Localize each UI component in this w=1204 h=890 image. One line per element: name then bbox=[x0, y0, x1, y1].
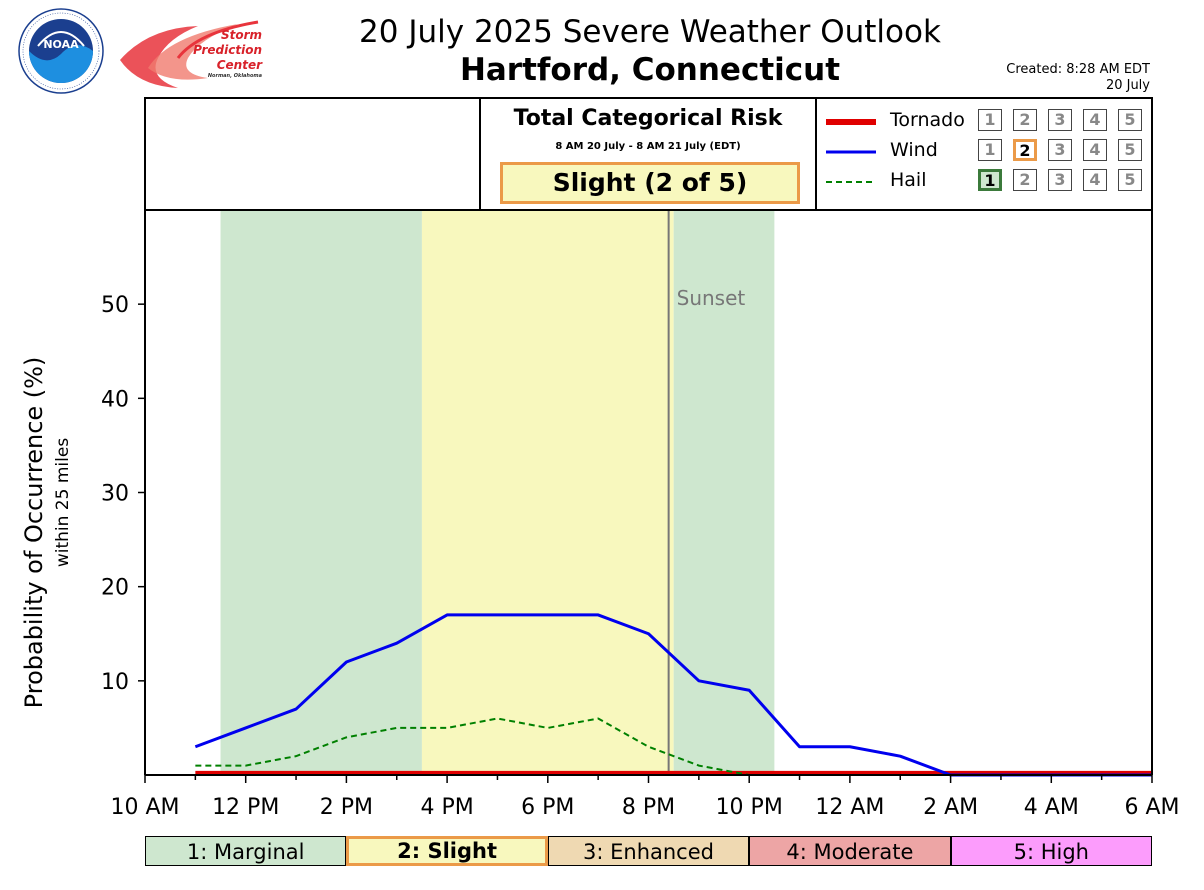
legend-swatch-tornado bbox=[826, 119, 876, 125]
legend-hail-level-3: 3 bbox=[1048, 169, 1072, 191]
risk-panel-window: 8 AM 20 July - 8 AM 21 July (EDT) bbox=[555, 141, 741, 152]
spc-logo-location: Norman, Oklahoma bbox=[207, 73, 262, 79]
legend-wind-level-4: 4 bbox=[1083, 139, 1107, 161]
legend-tornado-level-3: 3 bbox=[1048, 109, 1072, 131]
axes-layer: 10 20 30 40 50 10 AM 12 PM 2 PM 4 PM 6 PM 8 PM 10 P… bbox=[20, 97, 1180, 820]
legend-tornado-level-1: 1 bbox=[978, 109, 1002, 131]
spc-logo-prediction: Prediction bbox=[193, 43, 262, 57]
legend-tornado-level-5: 5 bbox=[1118, 109, 1142, 131]
y-axis-sublabel: within 25 miles bbox=[53, 438, 73, 567]
legend-swatch-wind bbox=[826, 150, 876, 154]
shaded-period-slight-1 bbox=[421, 210, 674, 775]
risk-panel-title: Total Categorical Risk bbox=[513, 106, 783, 131]
y-tick-label-30: 30 bbox=[101, 482, 129, 507]
category-slight: 2: Slight bbox=[346, 836, 548, 866]
legend-wind-level-1: 1 bbox=[978, 139, 1002, 161]
noaa-logo-text: NOAA bbox=[43, 38, 79, 51]
series-hail-line bbox=[195, 717, 1152, 776]
spc-logo: Storm Prediction Center Norman, Oklahoma bbox=[118, 18, 268, 90]
x-tick-label-10: 6 AM bbox=[1124, 795, 1179, 820]
category-enhanced: 3: Enhanced bbox=[547, 836, 750, 866]
x-tick-label-3: 4 PM bbox=[420, 795, 473, 820]
shaded-period-marginal-0 bbox=[220, 210, 422, 775]
category-high: 5: High bbox=[950, 836, 1152, 866]
legend-label-tornado: Tornado bbox=[890, 109, 965, 131]
x-tick-label-8: 2 AM bbox=[923, 795, 978, 820]
legend-hail-level-4: 4 bbox=[1083, 169, 1107, 191]
x-tick-label-9: 4 AM bbox=[1024, 795, 1079, 820]
category-marginal: 1: Marginal bbox=[145, 836, 347, 866]
header-panel-frame bbox=[144, 97, 1153, 211]
y-tick-label-20: 20 bbox=[101, 576, 129, 601]
noaa-logo: NOAA bbox=[18, 8, 104, 94]
created-time: Created: 8:28 AM EDT bbox=[1006, 62, 1150, 77]
x-tick-label-6: 10 PM bbox=[716, 795, 783, 820]
legend-wind-level-3: 3 bbox=[1048, 139, 1072, 161]
legend-hail-level-2: 2 bbox=[1013, 169, 1037, 191]
x-tick-label-2: 2 PM bbox=[320, 795, 373, 820]
legend-label-wind: Wind bbox=[890, 139, 938, 161]
legend-hail-level-1: 1 bbox=[978, 169, 1002, 191]
risk-shading-layer: Sunset bbox=[220, 210, 775, 775]
location-title: Hartford, Connecticut bbox=[459, 52, 841, 88]
created-timestamp: Created: 8:28 AM EDT 20 July bbox=[1006, 62, 1150, 94]
risk-value-badge: Slight (2 of 5) bbox=[500, 162, 800, 204]
y-tick-label-10: 10 bbox=[101, 670, 129, 695]
shaded-period-marginal-2 bbox=[673, 210, 775, 775]
category-moderate: 4: Moderate bbox=[749, 836, 951, 866]
created-date: 20 July bbox=[1105, 78, 1150, 93]
spc-logo-center: Center bbox=[216, 58, 262, 72]
y-tick-label-40: 40 bbox=[101, 387, 129, 412]
y-axis-label: Probability of Occurrence (%) bbox=[20, 357, 48, 709]
x-tick-label-0: 10 AM bbox=[110, 795, 179, 820]
sunset-label: Sunset bbox=[677, 286, 746, 310]
legend-wind-level-5: 5 bbox=[1118, 139, 1142, 161]
legend-swatch-hail bbox=[826, 181, 876, 183]
y-tick-label-50: 50 bbox=[101, 293, 129, 318]
legend-hail-level-5: 5 bbox=[1118, 169, 1142, 191]
x-tick-label-5: 8 PM bbox=[622, 795, 675, 820]
legend-label-hail: Hail bbox=[890, 169, 927, 191]
x-tick-label-1: 12 PM bbox=[212, 795, 279, 820]
spc-logo-storm: Storm bbox=[220, 28, 262, 42]
x-tick-label-4: 6 PM bbox=[521, 795, 574, 820]
x-tick-label-7: 12 AM bbox=[815, 795, 884, 820]
legend: Tornado 1 2 3 4 5 Wind 1 2 3 4 5 Hail 1 2 3 4 5 bbox=[816, 98, 1152, 210]
legend-tornado-level-4: 4 bbox=[1083, 109, 1107, 131]
legend-tornado-level-2: 2 bbox=[1013, 109, 1037, 131]
legend-wind-level-2: 2 bbox=[1013, 139, 1037, 161]
page-title: 20 July 2025 Severe Weather Outlook bbox=[359, 14, 941, 50]
